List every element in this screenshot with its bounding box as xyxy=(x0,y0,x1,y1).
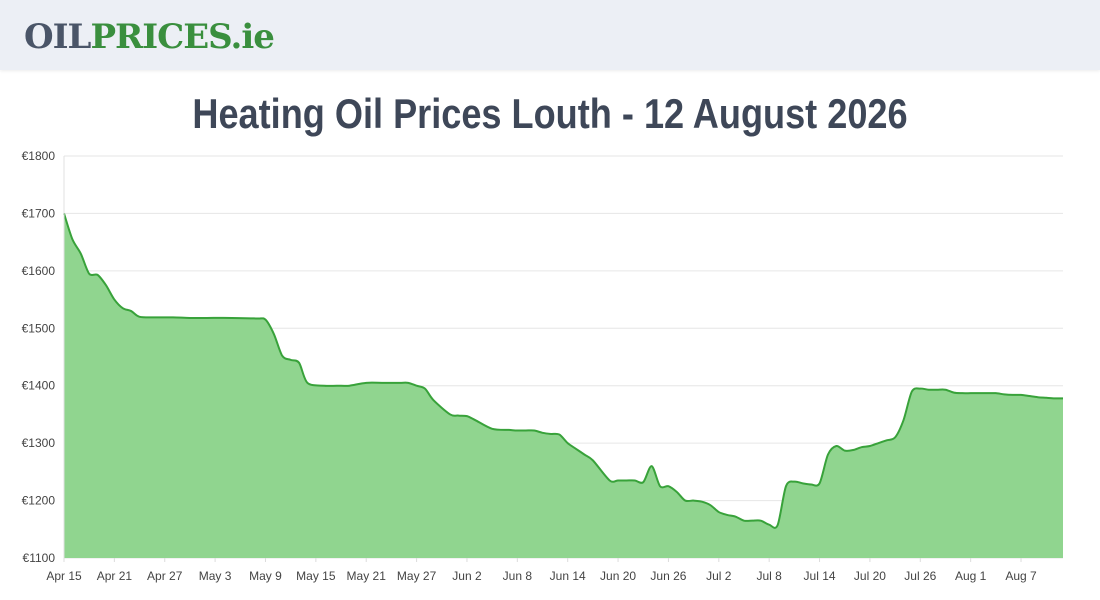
axis-layer: €1100 €1200 €1300 €1400 €1500 €1600 €1700 €1800… xyxy=(22,149,1037,583)
x-tick-label: Jun 14 xyxy=(550,569,586,583)
y-tick-label: €1100 xyxy=(23,551,56,565)
x-tick-label: Jun 20 xyxy=(600,569,636,583)
site-header: OILPRICES.ie xyxy=(0,0,1100,70)
x-tick-label: Aug 7 xyxy=(1005,569,1037,583)
x-tick-label: May 3 xyxy=(199,569,232,583)
y-tick-label: €1400 xyxy=(22,379,56,393)
logo-oil-text: OIL xyxy=(24,17,91,57)
x-tick-label: May 21 xyxy=(347,569,387,583)
y-tick-label: €1800 xyxy=(22,149,56,163)
x-tick-label: Apr 27 xyxy=(147,569,183,583)
x-tick-label: Jun 26 xyxy=(650,569,686,583)
site-logo[interactable]: OILPRICES.ie xyxy=(24,14,275,60)
x-tick-label: Apr 15 xyxy=(46,569,82,583)
x-tick-label: May 15 xyxy=(296,569,336,583)
x-tick-label: May 9 xyxy=(249,569,282,583)
page-title: Heating Oil Prices Louth - 12 August 202… xyxy=(192,90,908,137)
y-tick-label: €1200 xyxy=(22,494,56,508)
price-series-line xyxy=(63,213,1064,529)
logo-prices-text: PRICES xyxy=(90,17,231,57)
x-tick-label: Jul 2 xyxy=(706,569,732,583)
x-tick-label: Jun 8 xyxy=(503,569,533,583)
y-tick-label: €1500 xyxy=(22,321,56,335)
x-tick-label: Jul 8 xyxy=(756,569,782,583)
area-layer xyxy=(63,213,1064,558)
x-tick-label: Apr 21 xyxy=(97,569,133,583)
price-area-fill xyxy=(64,213,1063,558)
x-tick-label: May 27 xyxy=(397,569,437,583)
x-tick-label: Jul 14 xyxy=(804,569,836,583)
price-chart: €1100 €1200 €1300 €1400 €1500 €1600 €1700 €1800… xyxy=(22,149,1064,583)
x-tick-label: Jun 2 xyxy=(452,569,482,583)
logo-domain-text: .ie xyxy=(230,17,274,57)
x-tick-label: Jul 26 xyxy=(904,569,936,583)
y-tick-label: €1700 xyxy=(22,206,56,220)
y-tick-label: €1600 xyxy=(22,264,56,278)
x-tick-label: Jul 20 xyxy=(854,569,886,583)
x-tick-label: Aug 1 xyxy=(955,569,987,583)
y-tick-label: €1300 xyxy=(22,436,56,450)
